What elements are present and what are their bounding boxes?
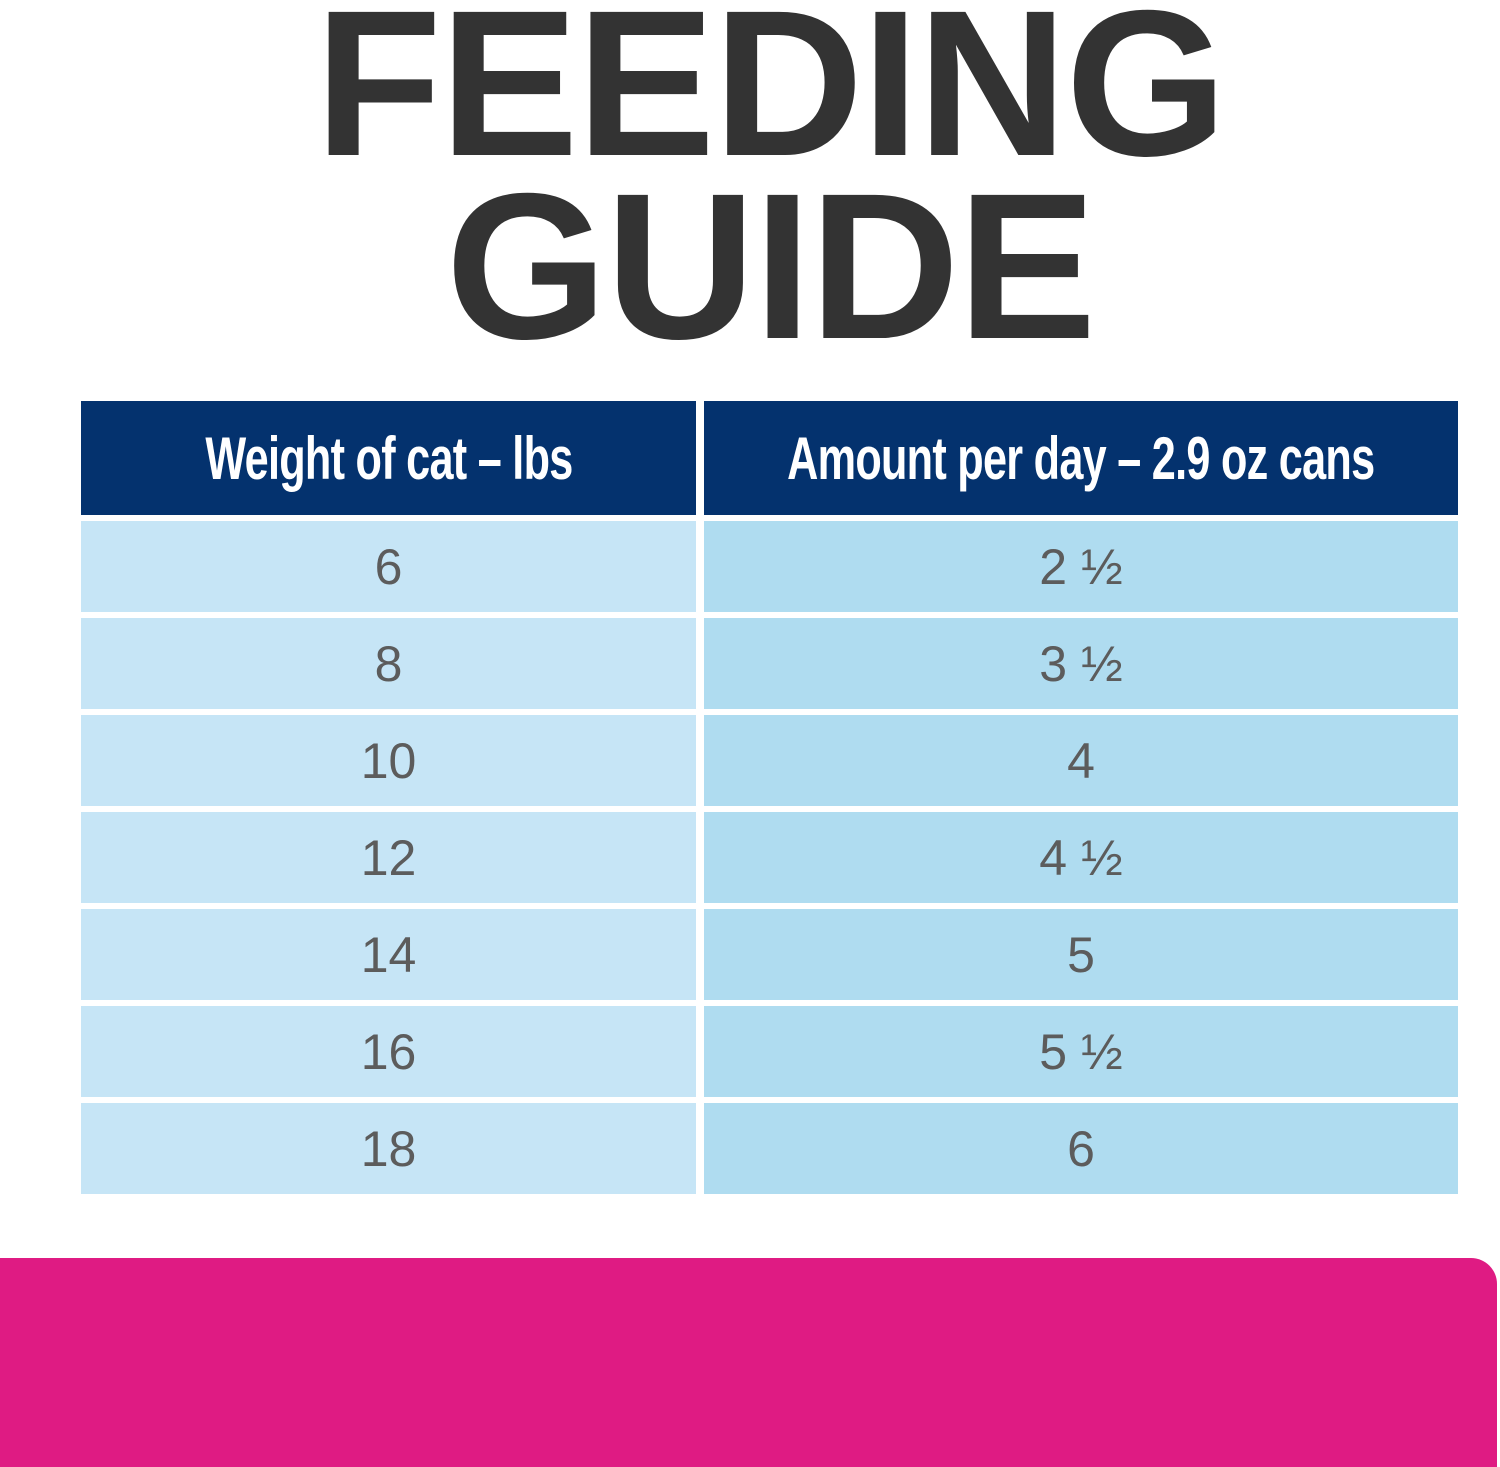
- header-amount: Amount per day – 2.9 oz cans: [704, 401, 1458, 515]
- amount-cell: 3 ½: [704, 618, 1458, 709]
- title-line-1: FEEDING: [314, 0, 1228, 200]
- weight-cell: 8: [81, 618, 696, 709]
- amount-cell: 5: [704, 909, 1458, 1000]
- table-row: 18 6: [81, 1103, 1458, 1194]
- header-weight-label: Weight of cat – lbs: [204, 424, 573, 492]
- table-row: 12 4 ½: [81, 812, 1458, 903]
- table-row: 10 4: [81, 715, 1458, 806]
- weight-cell: 10: [81, 715, 696, 806]
- amount-cell: 4 ½: [704, 812, 1458, 903]
- table-row: 14 5: [81, 909, 1458, 1000]
- table-header-row: Weight of cat – lbs Amount per day – 2.9…: [81, 401, 1458, 515]
- amount-cell: 2 ½: [704, 521, 1458, 612]
- weight-cell: 6: [81, 521, 696, 612]
- weight-cell: 12: [81, 812, 696, 903]
- amount-cell: 4: [704, 715, 1458, 806]
- weight-cell: 16: [81, 1006, 696, 1097]
- amount-cell: 6: [704, 1103, 1458, 1194]
- table-row: 16 5 ½: [81, 1006, 1458, 1097]
- header-amount-label: Amount per day – 2.9 oz cans: [787, 424, 1375, 492]
- title-line-2: GUIDE: [445, 151, 1097, 383]
- weight-cell: 18: [81, 1103, 696, 1194]
- header-weight: Weight of cat – lbs: [81, 401, 696, 515]
- feeding-table: Weight of cat – lbs Amount per day – 2.9…: [81, 401, 1458, 1200]
- amount-cell: 5 ½: [704, 1006, 1458, 1097]
- weight-cell: 14: [81, 909, 696, 1000]
- pink-banner: [0, 1258, 1497, 1467]
